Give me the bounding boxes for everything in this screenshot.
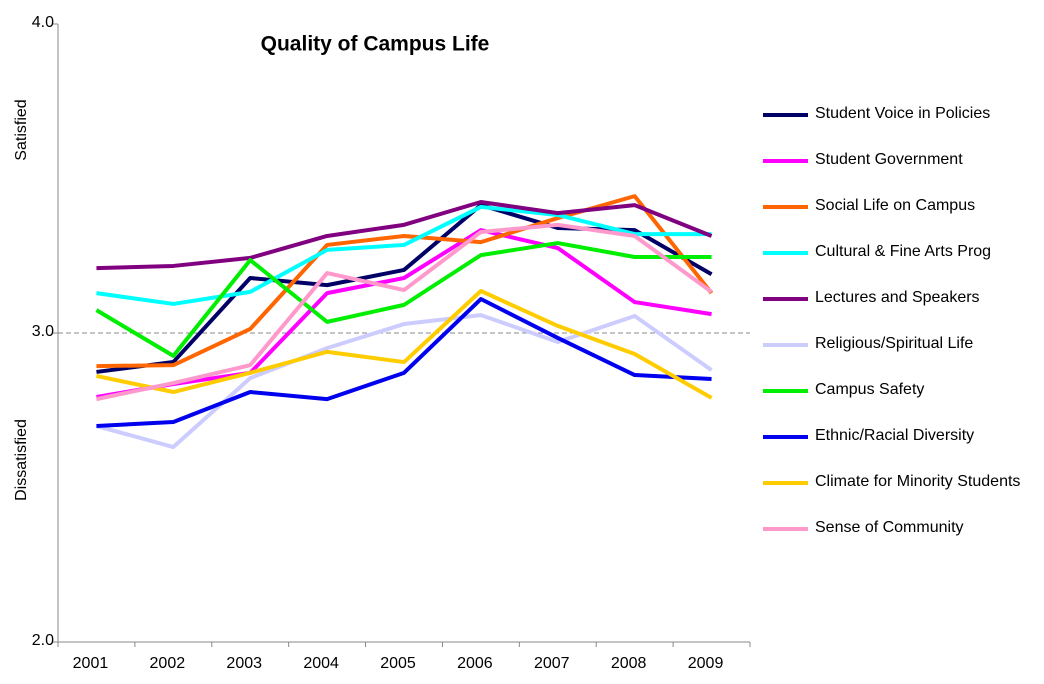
- legend-label: Social Life on Campus: [815, 197, 976, 214]
- y-tick-label: 4.0: [32, 14, 54, 31]
- x-tick-label: 2009: [688, 655, 724, 672]
- legend-label: Sense of Community: [815, 519, 964, 536]
- legend-item: Cultural & Fine Arts Prog: [815, 243, 992, 260]
- legend-label: Campus Safety: [815, 381, 925, 398]
- chart-title: Quality of Campus Life: [261, 33, 490, 56]
- series-line: [96, 228, 712, 399]
- x-tick-label: 2008: [611, 655, 647, 672]
- legend-label: Lectures and Speakers: [815, 289, 980, 306]
- legend-label: Ethnic/Racial Diversity: [815, 427, 975, 444]
- legend-item: Campus Safety: [815, 381, 925, 398]
- series-line: [96, 288, 713, 400]
- legend-label: Climate for Minority Students: [815, 473, 1021, 490]
- legend-item: Sense of Community: [815, 519, 964, 536]
- x-tick-label: 2001: [73, 655, 109, 672]
- series-line: [96, 297, 712, 429]
- x-tick-label: 2006: [457, 655, 493, 672]
- legend-item: Social Life on Campus: [815, 197, 976, 214]
- legend-label: Religious/Spiritual Life: [815, 335, 974, 352]
- y-tick-label: 2.0: [32, 632, 54, 649]
- legend-label: Cultural & Fine Arts Prog: [815, 243, 992, 260]
- legend-item: Lectures and Speakers: [815, 289, 980, 306]
- series-line: [95, 241, 712, 358]
- axis-annotation: Dissatisfied: [13, 419, 30, 501]
- legend-item: Ethnic/Racial Diversity: [815, 427, 975, 444]
- x-tick-label: 2004: [303, 655, 339, 672]
- axis-annotation: Satisfied: [13, 99, 30, 160]
- legend-item: Climate for Minority Students: [815, 473, 1021, 490]
- legend-item: Student Voice in Policies: [815, 105, 991, 122]
- legend-label: Student Government: [815, 151, 963, 168]
- x-tick-label: 2002: [150, 655, 186, 672]
- x-tick-label: 2007: [534, 655, 570, 672]
- x-tick-label: 2005: [380, 655, 416, 672]
- series-line: [96, 204, 712, 306]
- x-tick-label: 2003: [226, 655, 262, 672]
- series-line: [96, 222, 713, 402]
- series-line: [96, 199, 713, 271]
- legend-item: Student Government: [815, 151, 963, 168]
- legend-item: Religious/Spiritual Life: [815, 335, 974, 352]
- series-line: [96, 194, 714, 369]
- y-tick-label: 3.0: [32, 323, 54, 340]
- series-line: [95, 313, 713, 450]
- legend-label: Student Voice in Policies: [815, 105, 991, 122]
